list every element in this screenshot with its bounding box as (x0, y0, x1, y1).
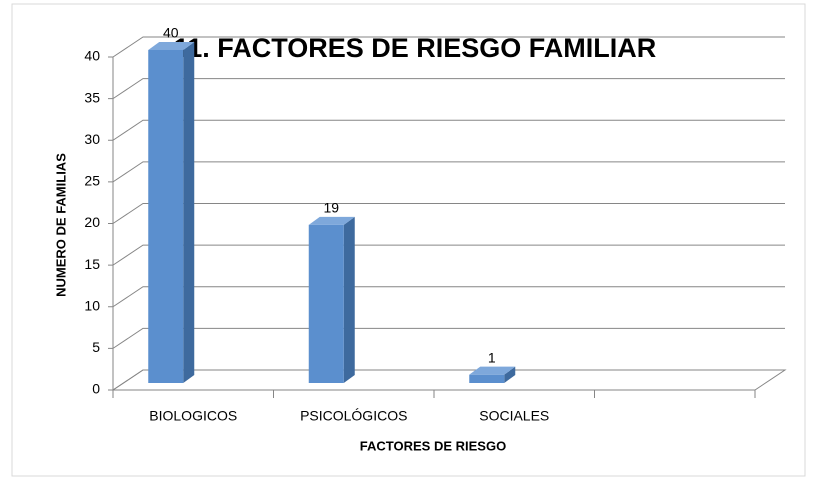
y-tick-label: 10 (84, 297, 100, 313)
bar-side (504, 366, 516, 383)
bar-top (148, 42, 195, 50)
bar-top (469, 366, 516, 375)
y-tick-label: 30 (84, 131, 100, 147)
bar-top (308, 216, 355, 225)
bar (148, 50, 184, 383)
grid-line (112, 244, 785, 266)
grid-line (112, 119, 785, 141)
grid-line (112, 286, 785, 308)
grid-line (112, 327, 785, 349)
grid-line (112, 369, 785, 391)
chart-border (11, 3, 806, 477)
grid-line (112, 203, 785, 224)
y-tick-label: 5 (92, 339, 100, 355)
bar (308, 224, 344, 383)
data-label: 19 (323, 200, 339, 216)
y-tick-label: 0 (92, 381, 100, 397)
y-tick-label: 25 (84, 173, 100, 189)
x-tick-label: PSICOLÓGICOS (300, 408, 407, 424)
x-axis-label: FACTORES DE RIESGO (360, 438, 506, 453)
y-tick-label: 35 (84, 89, 100, 105)
data-label: 40 (163, 25, 179, 41)
chart-title: 11. FACTORES DE RIESGO FAMILIAR (174, 33, 657, 63)
y-tick-label: 20 (84, 214, 100, 230)
y-axis-label: NUMERO DE FAMILIAS (53, 153, 68, 297)
bar-side (183, 42, 195, 383)
grid-line (112, 36, 785, 58)
grid-line (112, 78, 785, 100)
bar-side (343, 216, 355, 383)
x-tick-label: BIOLOGICOS (149, 408, 237, 424)
bar (469, 374, 505, 383)
data-label: 1 (488, 349, 496, 365)
y-tick-label: 40 (84, 48, 100, 64)
x-tick-label: SOCIALES (479, 408, 549, 424)
y-tick-label: 15 (84, 256, 100, 272)
grid-line (112, 161, 785, 183)
